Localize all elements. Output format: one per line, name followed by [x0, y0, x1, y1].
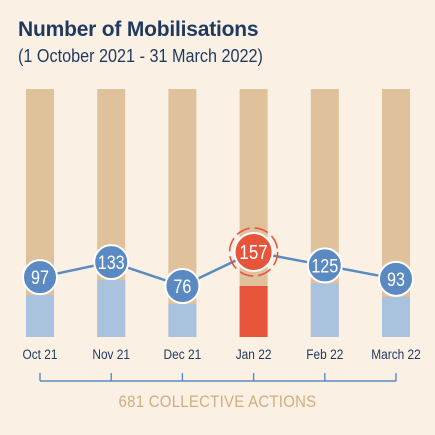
- data-point-0: [22, 259, 58, 296]
- category-label-1: Nov 21: [92, 346, 130, 362]
- bar-0: [26, 295, 54, 337]
- data-point-2: [164, 268, 201, 304]
- total-actions-label: 681 COLLECTIVE ACTIONS: [118, 392, 317, 411]
- data-label-5: 93: [387, 269, 405, 291]
- data-label-1: 133: [98, 252, 125, 274]
- data-point-3: [233, 232, 274, 272]
- data-label-0: 97: [31, 267, 49, 289]
- chart-title: Number of Mobilisations: [18, 18, 259, 41]
- category-label-4: Feb 22: [306, 346, 343, 362]
- category-label-3: Jan 22: [236, 346, 272, 362]
- bar-5: [382, 296, 410, 337]
- bar-2: [168, 304, 197, 337]
- category-label-0: Oct 21: [22, 346, 57, 362]
- bar-1: [97, 280, 126, 337]
- data-label-3: 157: [239, 241, 267, 264]
- highlight-ring: [228, 227, 279, 277]
- bar-3: [239, 286, 268, 337]
- data-point-4: [306, 247, 343, 284]
- bar-4: [310, 283, 339, 337]
- category-label-5: March 22: [371, 346, 421, 362]
- data-label-2: 76: [173, 276, 191, 298]
- category-label-2: Dec 21: [164, 346, 202, 362]
- data-point-1: [93, 244, 130, 281]
- chart-subtitle: (1 October 2021 - 31 March 2022): [18, 46, 263, 66]
- series-line: [39, 250, 397, 288]
- data-label-4: 125: [311, 255, 338, 277]
- data-point-5: [378, 260, 414, 297]
